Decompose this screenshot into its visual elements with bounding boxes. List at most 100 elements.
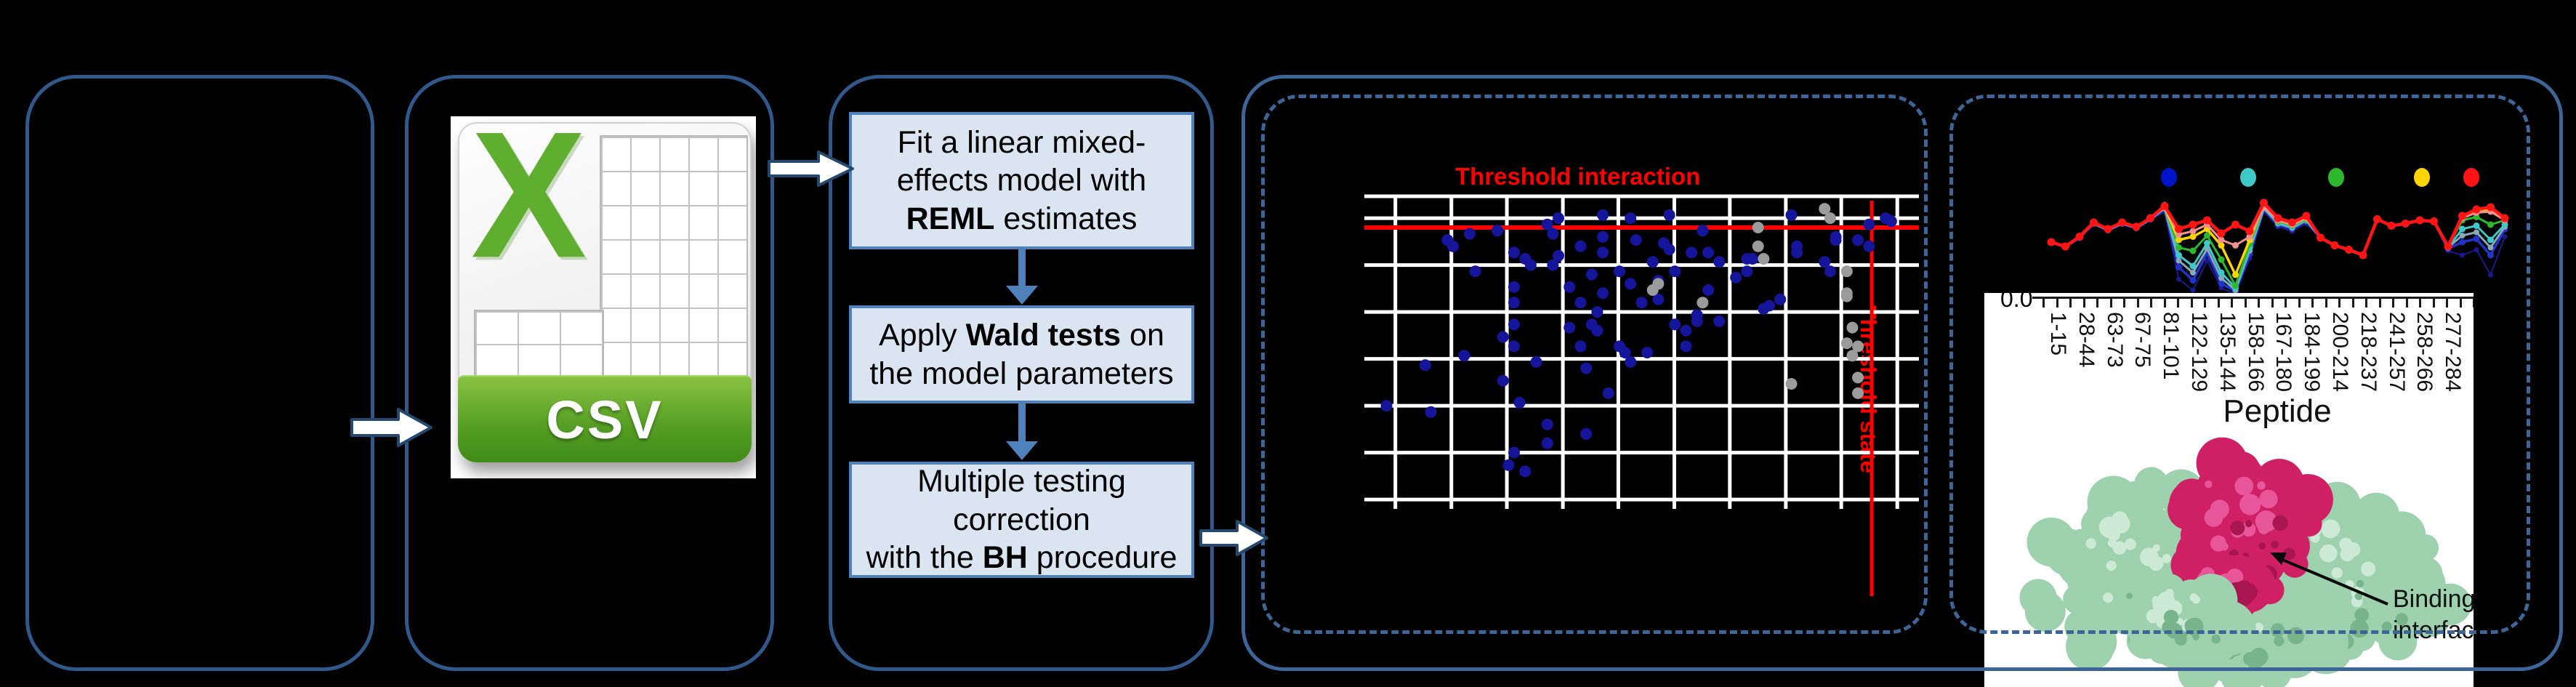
- csv-file-icon: X CSV: [458, 95, 752, 462]
- interaction-points: [1447, 240, 1460, 252]
- axis-tick: [2392, 299, 2394, 308]
- protein-blob: [2411, 534, 2439, 562]
- workflow-step-text: on the model parameters: [869, 318, 1174, 391]
- t-red-marker: [2359, 251, 2367, 260]
- axis-tick: [2042, 299, 2045, 308]
- interaction-points: [1885, 215, 1897, 228]
- workflow-arrow-down-1-icon: [1006, 249, 1038, 305]
- workflow-step-text: Multiple testing correction with the: [866, 464, 1126, 576]
- interaction-points: [1508, 281, 1521, 293]
- state-points: [1846, 350, 1859, 362]
- interaction-points: [1553, 249, 1565, 262]
- t-red-marker: [2317, 233, 2325, 242]
- protein-structure-image: [2019, 437, 2471, 687]
- interaction-points: [1580, 427, 1593, 440]
- state-points: [1852, 340, 1864, 353]
- protein-highlight: [2257, 481, 2266, 490]
- interaction-points: [1680, 324, 1692, 337]
- interaction-points: [1597, 246, 1609, 259]
- protein-highlight: [2319, 544, 2338, 563]
- protein-highlight: [2254, 622, 2263, 632]
- t-yellow-marker: [2189, 233, 2197, 240]
- protein-blob: [2282, 474, 2333, 525]
- t-blue-marker: [2218, 280, 2225, 287]
- axis-tick: [2217, 299, 2220, 308]
- t-red-marker: [2189, 220, 2197, 229]
- t-navy-marker: [2176, 276, 2181, 282]
- state-points: [1752, 222, 1764, 233]
- state-points: [1785, 378, 1798, 390]
- interaction-points: [1619, 347, 1631, 358]
- axis-tick: [2056, 299, 2058, 308]
- interaction-points: [1663, 209, 1675, 221]
- interaction-points: [1702, 246, 1715, 259]
- t-red-marker: [2203, 216, 2211, 225]
- csv-banner-label: CSV: [546, 389, 664, 450]
- axis-tick: [2432, 299, 2435, 308]
- state-points: [1852, 387, 1864, 399]
- workflow-step-text: Wald tests: [965, 318, 1122, 353]
- interaction-points: [1730, 271, 1742, 284]
- t-cyan-marker: [2175, 252, 2182, 259]
- protein-highlight: [2340, 547, 2355, 562]
- interaction-points: [1547, 259, 1559, 271]
- protein-highlight: [2152, 595, 2171, 614]
- t-cyan-marker: [2459, 225, 2466, 233]
- axis-tick: [2204, 299, 2206, 308]
- t-red-marker: [2444, 242, 2452, 251]
- interaction-points: [1774, 293, 1787, 305]
- interaction-points: [1463, 228, 1476, 240]
- protein-highlight: [2321, 519, 2340, 539]
- protein-highlight: [2263, 519, 2272, 528]
- t-salmon-marker: [2189, 228, 2197, 235]
- protein-highlight: [2124, 538, 2136, 550]
- flow-arrow-2-icon: [768, 150, 854, 187]
- interaction-points: [1547, 228, 1559, 240]
- interaction-points: [1524, 259, 1537, 271]
- t-green-marker: [2232, 282, 2239, 289]
- interaction-points: [1830, 234, 1842, 246]
- t-red-marker: [2402, 220, 2410, 228]
- axis-tick: [2325, 299, 2327, 308]
- t-red-marker: [2260, 198, 2268, 207]
- interaction-points: [1791, 246, 1803, 259]
- y-axis-tick-label: 0.0: [2000, 293, 2033, 312]
- axis-tick: [2096, 299, 2098, 308]
- t-green-marker: [2218, 256, 2225, 263]
- workflow-step-text: Fit a linear mixed- effects model with: [896, 124, 1147, 198]
- workflow-step-text: procedure: [1027, 540, 1178, 576]
- interaction-points: [1541, 437, 1553, 449]
- axis-tick: [2123, 299, 2125, 308]
- t-green-marker: [2189, 247, 2197, 254]
- interaction-points: [1591, 324, 1603, 337]
- axis-tick: [2405, 299, 2408, 308]
- state-points: [1824, 212, 1836, 225]
- protein-highlight: [2239, 494, 2261, 515]
- t-red-marker: [2274, 214, 2282, 222]
- axis-tick: [2163, 299, 2166, 308]
- state-points: [1696, 297, 1709, 309]
- protein-blob: [2019, 579, 2057, 616]
- state-points: [1840, 265, 1853, 278]
- protein-shade: [2274, 635, 2285, 646]
- t-red-marker: [2373, 215, 2381, 223]
- interaction-points: [1580, 362, 1593, 374]
- axis-tick: [2177, 299, 2179, 308]
- t-navy-marker: [2502, 234, 2508, 239]
- t-salmon-marker: [2175, 231, 2182, 238]
- protein-shade: [2283, 547, 2295, 561]
- t-cyan-marker: [2487, 236, 2494, 244]
- t-green-marker: [2204, 232, 2210, 239]
- axis-tick: [2244, 299, 2247, 308]
- interaction-points: [1469, 265, 1481, 278]
- x-axis-title: Peptide: [2223, 393, 2332, 429]
- protein-shade: [2272, 515, 2288, 531]
- axis-tick: [2459, 299, 2462, 308]
- axis-tick: [2298, 299, 2301, 308]
- protein-highlight: [2361, 561, 2376, 576]
- t-navy-marker: [2205, 258, 2210, 263]
- t-red-marker: [2175, 225, 2183, 233]
- t-green-marker: [2487, 221, 2494, 228]
- protein-blob: [2026, 517, 2076, 567]
- t-slate-marker: [2190, 270, 2196, 276]
